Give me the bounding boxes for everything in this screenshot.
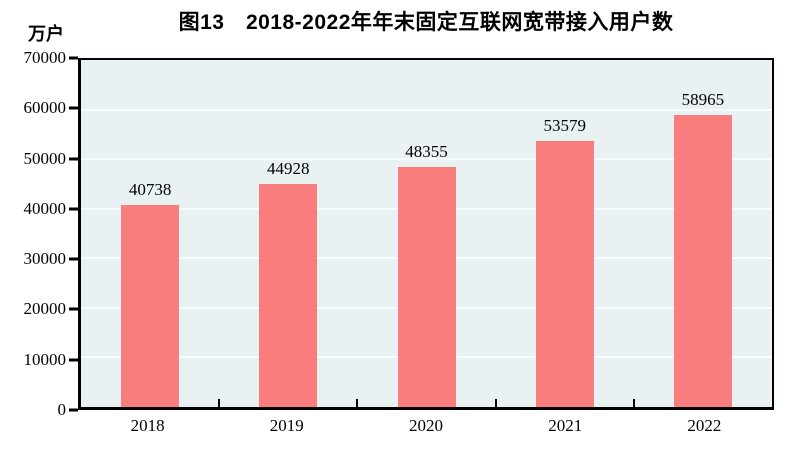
chart-title: 图13 2018-2022年年末固定互联网宽带接入用户数 — [178, 11, 674, 34]
gridline — [81, 158, 772, 161]
x-axis-labels: 2018 2019 2020 2021 2022 — [78, 416, 774, 440]
x-axis-boundary-tick — [218, 399, 221, 407]
bar-value-label: 58965 — [681, 89, 725, 109]
y-axis-ticks — [69, 56, 78, 412]
y-axis-tick — [69, 257, 78, 261]
y-axis-tick-label: 60000 — [23, 98, 67, 118]
bar-value-label: 40738 — [128, 180, 172, 200]
y-axis-tick — [69, 358, 78, 362]
bar-value-label: 48355 — [405, 142, 448, 162]
x-axis-boundary-tick — [632, 399, 635, 407]
bar-value-label: 44928 — [267, 159, 310, 179]
bar — [397, 167, 456, 407]
x-axis-label: 2019 — [269, 416, 304, 435]
bar-value-label: 53579 — [543, 116, 586, 136]
y-axis-unit-label: 万户 — [28, 24, 64, 44]
x-axis-label: 2018 — [130, 416, 165, 435]
gridline — [81, 108, 772, 111]
y-axis-tick — [69, 307, 78, 311]
x-axis-label: 2020 — [409, 416, 443, 435]
y-axis-tick-label: 70000 — [23, 48, 67, 67]
x-axis-boundary-tick — [356, 399, 359, 407]
y-axis-tick-labels: 0 10000 20000 30000 40000 50000 60000 70000 — [0, 48, 67, 419]
bar — [535, 141, 594, 407]
plot-area: 40738 44928 48355 53579 58965 — [78, 58, 774, 410]
bar — [259, 184, 318, 407]
y-axis-tick — [69, 157, 78, 161]
y-axis-tick-label: 50000 — [23, 148, 67, 168]
y-axis-tick-label: 10000 — [23, 349, 67, 369]
x-axis-boundary-tick — [494, 399, 497, 407]
y-axis-tick-label: 30000 — [23, 249, 67, 269]
y-axis-tick — [69, 56, 78, 60]
x-axis-label: 2022 — [687, 416, 722, 435]
y-axis-tick — [69, 207, 78, 211]
y-axis-tick — [69, 408, 78, 412]
y-axis-tick-label: 20000 — [23, 299, 67, 319]
y-axis-tick — [69, 106, 78, 110]
y-axis-tick-label: 40000 — [23, 198, 67, 218]
bar — [121, 205, 180, 407]
y-axis-tick-label: 0 — [57, 400, 67, 419]
bar — [673, 114, 732, 407]
x-axis-label: 2021 — [548, 416, 583, 435]
